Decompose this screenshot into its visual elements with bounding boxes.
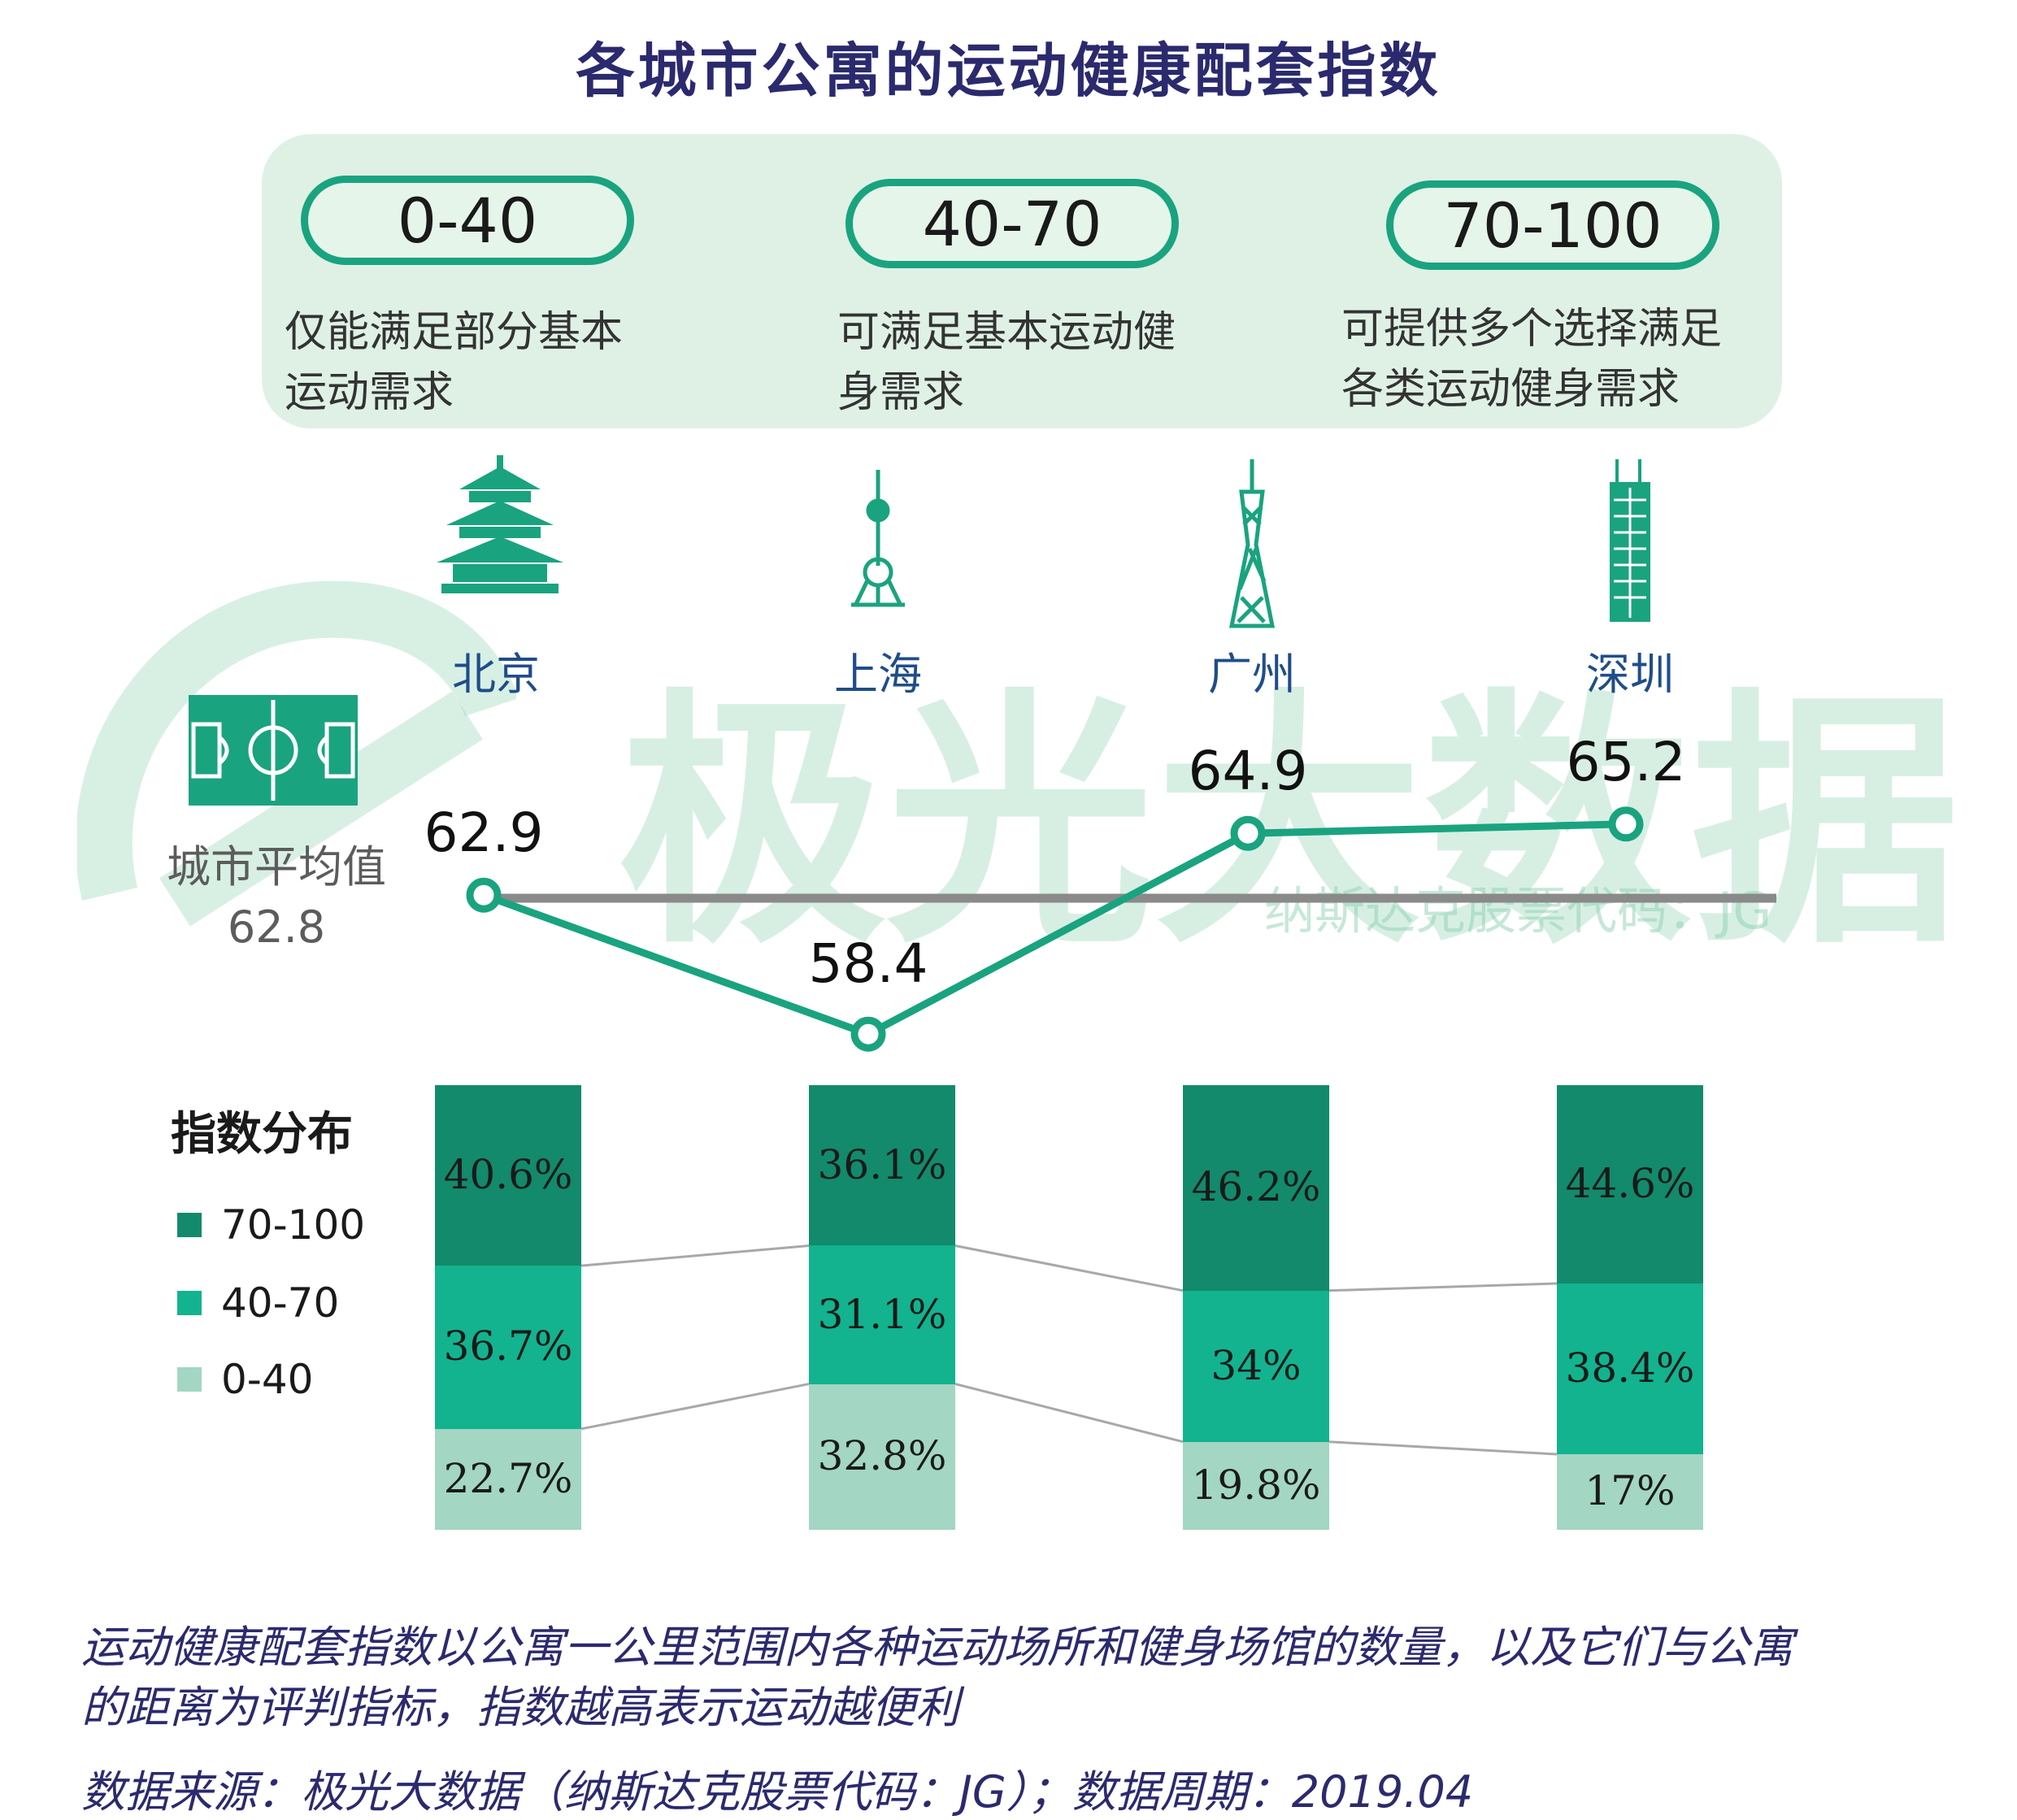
temple-of-heaven-icon xyxy=(437,455,563,593)
bar-segment-high-3: 44.6% xyxy=(1557,1085,1703,1284)
connector-line-0-2 xyxy=(1328,1282,1558,1292)
series-line xyxy=(482,820,1627,1039)
footnote-line1: 运动健康配套指数以公寓一公里范围内各种运动场所和健身场馆的数量，以及它们与公寓 xyxy=(81,1622,1793,1673)
range-pill-mid: 40-70 xyxy=(845,179,1179,268)
average-label-text: 城市平均值 xyxy=(167,841,386,893)
bar-segment-low-1: 32.8% xyxy=(809,1383,955,1530)
bar-segment-mid-3: 38.4% xyxy=(1557,1283,1703,1454)
soccer-field-icon xyxy=(189,695,358,806)
connector-line-1-1 xyxy=(954,1383,1184,1444)
bar-connector-lines xyxy=(580,1244,1558,1456)
value-label-guangzhou: 64.9 xyxy=(1188,740,1308,803)
range-desc-mid: 可满足基本运动健 身需求 xyxy=(837,302,1176,423)
bar-segment-mid-0: 36.7% xyxy=(435,1266,581,1429)
bar-label-high-1: 36.1% xyxy=(817,1140,947,1188)
bar-segment-low-2: 19.8% xyxy=(1183,1441,1329,1530)
data-point-2 xyxy=(1230,815,1266,851)
bar-label-low-2: 19.8% xyxy=(1191,1461,1321,1509)
bar-label-mid-2: 34% xyxy=(1211,1341,1302,1389)
connector-line-0-1 xyxy=(954,1244,1184,1292)
watermark-subtext: 纳斯达克股票代码：JG xyxy=(1264,881,1772,940)
bar-segment-low-0: 22.7% xyxy=(435,1428,581,1530)
legend-item-low: 0-40 xyxy=(177,1356,313,1403)
bar-label-low-3: 17% xyxy=(1584,1467,1676,1515)
data-point-1 xyxy=(850,1016,886,1052)
data-point-0 xyxy=(466,877,502,913)
bar-label-mid-1: 31.1% xyxy=(817,1290,947,1338)
average-label: 城市平均值 62.8 xyxy=(146,837,406,958)
bar-segment-high-2: 46.2% xyxy=(1183,1085,1329,1291)
range-desc-mid-line1: 可满足基本运动健 xyxy=(837,308,1176,357)
legend-swatch-low xyxy=(177,1367,202,1392)
bar-label-low-0: 22.7% xyxy=(443,1454,573,1502)
value-label-beijing: 62.9 xyxy=(424,801,544,865)
legend-label-high: 70-100 xyxy=(221,1201,366,1249)
range-desc-high-line2: 各类运动健身需求 xyxy=(1341,365,1680,414)
range-desc-high-line1: 可提供多个选择满足 xyxy=(1341,305,1723,354)
legend-label-mid: 40-70 xyxy=(221,1279,340,1327)
connector-line-0-0 xyxy=(580,1244,810,1267)
range-desc-low-line1: 仅能满足部分基本 xyxy=(285,308,624,357)
bar-segment-low-3: 17% xyxy=(1557,1454,1703,1530)
chart-title: 各城市公寓的运动健康配套指数 xyxy=(576,37,1441,105)
legend-item-high: 70-100 xyxy=(177,1201,365,1249)
footnote: 运动健康配套指数以公寓一公里范围内各种运动场所和健身场馆的数量，以及它们与公寓 … xyxy=(81,1618,1793,1738)
legend-swatch-high xyxy=(177,1213,202,1237)
watermark-text: 极光大数据 xyxy=(618,667,1959,979)
range-pill-high: 70-100 xyxy=(1386,180,1719,270)
distribution-title: 指数分布 xyxy=(171,1108,353,1161)
connector-line-1-0 xyxy=(580,1383,810,1431)
bar-segment-mid-1: 31.1% xyxy=(809,1245,955,1384)
connector-line-1-2 xyxy=(1328,1440,1558,1456)
bar-label-high-3: 44.6% xyxy=(1565,1159,1695,1207)
range-desc-mid-line2: 身需求 xyxy=(837,368,965,417)
bar-segment-high-0: 40.6% xyxy=(435,1085,581,1266)
bar-label-high-0: 40.6% xyxy=(443,1151,573,1199)
data-point-3 xyxy=(1608,806,1644,842)
line-chart xyxy=(466,806,1776,1052)
legend-item-mid: 40-70 xyxy=(177,1279,339,1327)
average-value: 62.8 xyxy=(227,901,326,953)
footnote-line2: 的距离为评判指标，指数越高表示运动越便利 xyxy=(81,1682,959,1733)
watermark-logo-icon xyxy=(77,580,516,927)
city-label-guangzhou: 广州 xyxy=(1208,649,1296,700)
range-desc-low-line2: 运动需求 xyxy=(285,368,454,417)
legend-swatch-mid xyxy=(177,1291,202,1315)
bar-label-low-1: 32.8% xyxy=(817,1432,947,1480)
value-label-shenzhen: 65.2 xyxy=(1566,730,1686,793)
city-label-beijing: 北京 xyxy=(452,649,540,700)
range-pill-low: 0-40 xyxy=(301,176,634,265)
bar-label-mid-0: 36.7% xyxy=(443,1323,573,1370)
canton-tower-icon xyxy=(1228,459,1276,628)
range-desc-low: 仅能满足部分基本 运动需求 xyxy=(285,302,623,423)
oriental-pearl-tower-icon xyxy=(851,470,905,607)
data-source: 数据来源：极光大数据（纳斯达克股票代码：JG）；数据周期：2019.04 xyxy=(81,1766,1474,1818)
city-label-shanghai: 上海 xyxy=(834,649,922,700)
bar-segment-high-1: 36.1% xyxy=(809,1085,955,1246)
bar-label-mid-3: 38.4% xyxy=(1565,1344,1695,1392)
bar-label-high-2: 46.2% xyxy=(1191,1163,1321,1211)
legend-label-low: 0-40 xyxy=(221,1356,314,1403)
bar-segment-mid-2: 34% xyxy=(1183,1290,1329,1442)
range-desc-high: 可提供多个选择满足 各类运动健身需求 xyxy=(1341,299,1722,419)
value-label-shanghai: 58.4 xyxy=(808,932,928,996)
city-label-shenzhen: 深圳 xyxy=(1586,649,1674,700)
shenzhen-skyscraper-icon xyxy=(1610,459,1650,622)
